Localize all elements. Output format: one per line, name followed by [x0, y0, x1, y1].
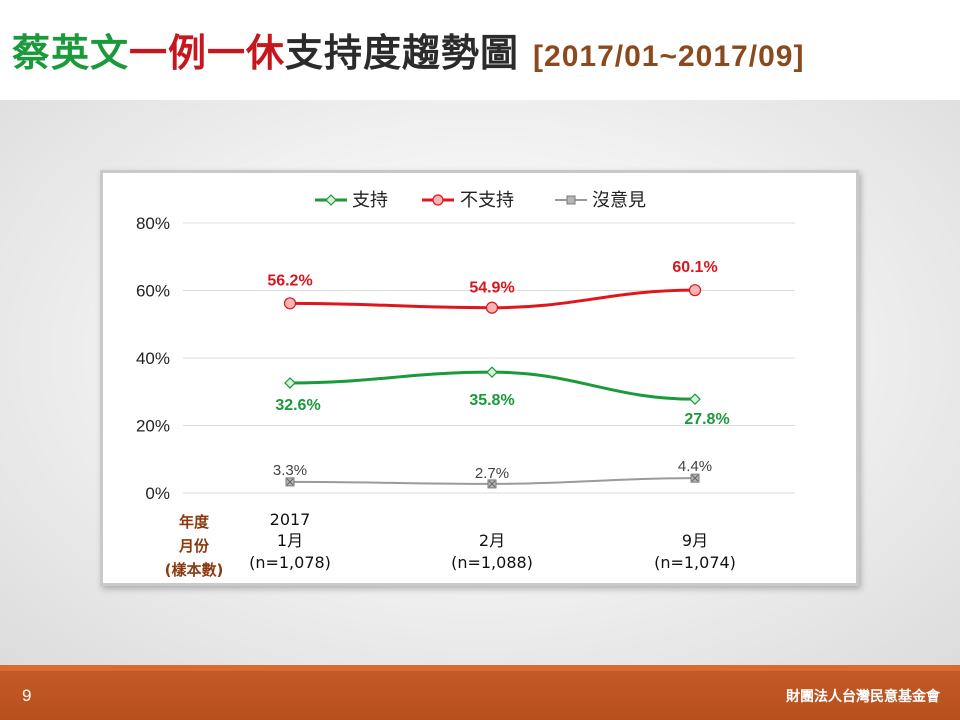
data-point-oppose [688, 284, 702, 297]
title-subject: 支持度趨勢圖 [285, 31, 520, 75]
legend-item: 支持 [315, 190, 388, 211]
legend-item: 不支持 [422, 190, 514, 211]
y-tick-label: 40% [136, 349, 170, 368]
title-name: 蔡英文 [12, 31, 130, 75]
data-label: 35.8% [469, 392, 514, 409]
title-policy: 一例一休 [129, 31, 286, 75]
data-label: 27.8% [684, 411, 729, 428]
data-label: 60.1% [672, 259, 717, 276]
data-label: 32.6% [275, 397, 320, 414]
y-axis-ticks: 0% 20% 40% 60% 80% [136, 214, 170, 503]
chart-panel [100, 170, 859, 586]
x-label-month: 1月 [277, 531, 303, 550]
series-lines [283, 284, 702, 489]
x-label-sample: (n=1,088) [451, 553, 533, 572]
data-label: 56.2% [267, 272, 312, 289]
data-point-oppose [485, 301, 499, 314]
data-label: 2.7% [475, 465, 509, 482]
x-axis-header: (樣本數) [165, 561, 224, 579]
legend-label: 不支持 [460, 190, 514, 211]
page-number: 9 [22, 686, 32, 705]
data-point-oppose [283, 297, 297, 310]
line-chart: 0% 20% 40% 60% 80% 32.6% 35.8% 27.8% 56.2% 54.9%… [136, 190, 795, 579]
data-point-no-opinion [690, 473, 700, 483]
x-axis-header: 月份 [178, 537, 210, 555]
legend-marker [432, 194, 444, 206]
data-label: 4.4% [678, 458, 712, 475]
y-tick-label: 80% [136, 214, 170, 233]
data-point-support [284, 377, 296, 389]
data-point-support [486, 366, 498, 379]
data-point-no-opinion [487, 479, 497, 489]
data-label: 54.9% [469, 280, 514, 297]
y-tick-label: 60% [136, 282, 170, 301]
x-label-year: 2017 [270, 510, 311, 529]
x-label-sample: (n=1,078) [249, 553, 331, 572]
legend-item: 沒意見 [555, 190, 646, 211]
organization-name: 財團法人台灣民意基金會 [786, 689, 940, 705]
y-tick-label: 20% [136, 417, 170, 436]
legend: 支持 不支持 沒意見 [315, 190, 646, 211]
data-point-support [689, 393, 701, 406]
legend-marker [566, 195, 576, 205]
data-point-no-opinion [285, 477, 295, 487]
data-labels: 32.6% 35.8% 27.8% 56.2% 54.9% 60.1% 3.3% 2.7% 4.… [267, 259, 729, 482]
title-bar: 蔡英文一例一休支持度趨勢圖 [2017/01~2017/09] [0, 0, 960, 100]
data-label: 3.3% [273, 462, 307, 479]
footer-stripe [0, 665, 960, 671]
x-label-month: 9月 [682, 531, 708, 550]
data-point-cross [488, 480, 496, 488]
legend-marker [325, 194, 337, 206]
slide-title: 蔡英文一例一休支持度趨勢圖 [2017/01~2017/09] [12, 28, 804, 82]
legend-label: 沒意見 [592, 190, 646, 211]
data-point-cross [691, 474, 699, 482]
y-tick-label: 0% [145, 484, 170, 503]
x-axis-header: 年度 [179, 513, 210, 531]
legend-label: 支持 [352, 190, 388, 211]
data-point-cross [286, 478, 294, 486]
x-label-month: 2月 [479, 531, 505, 550]
title-period: [2017/01~2017/09] [533, 40, 805, 73]
footer-bar [0, 665, 960, 720]
x-label-sample: (n=1,074) [654, 553, 736, 572]
